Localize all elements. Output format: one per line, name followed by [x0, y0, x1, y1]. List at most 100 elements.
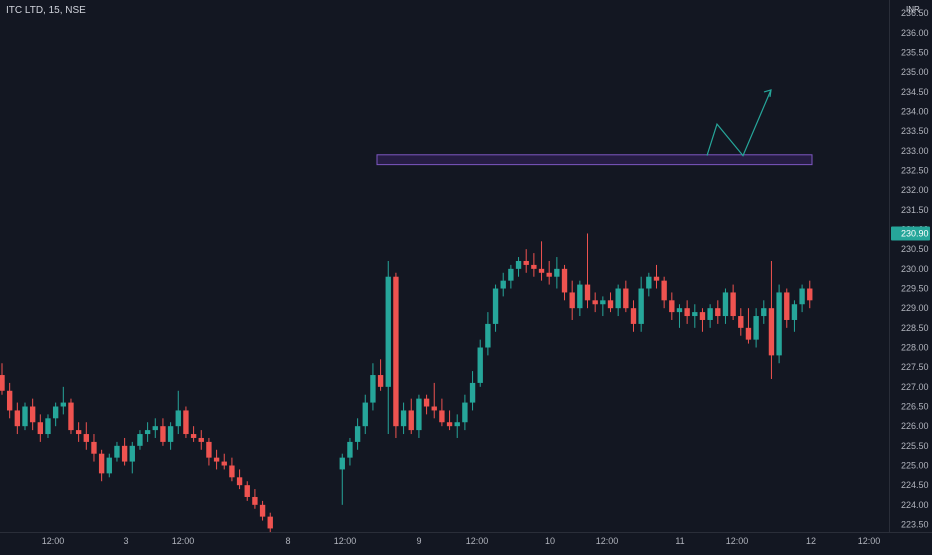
candle-body: [722, 292, 729, 317]
candle: [431, 382, 437, 419]
candle: [114, 441, 120, 462]
candle-body: [492, 288, 499, 324]
candle: [423, 394, 430, 415]
candle-body: [137, 434, 143, 446]
candle: [454, 414, 460, 438]
candle-body: [229, 465, 235, 478]
candle-body: [60, 402, 66, 407]
candle-body: [661, 280, 667, 301]
candle: [546, 260, 552, 285]
candle-body: [623, 288, 629, 309]
resistance-zone[interactable]: [376, 154, 813, 166]
candle: [638, 276, 644, 332]
candle-body: [515, 260, 522, 269]
candle-body: [454, 422, 460, 427]
candle: [538, 241, 545, 281]
candle: [400, 402, 407, 435]
candle: [377, 359, 384, 391]
candle: [738, 308, 744, 336]
candle: [600, 296, 606, 317]
candle: [469, 371, 476, 411]
candle-body: [37, 422, 44, 435]
candle: [584, 233, 591, 309]
candle-body: [477, 347, 483, 383]
price-tick-label: 227.00: [901, 382, 929, 392]
candle: [229, 457, 235, 482]
candle-body: [22, 406, 28, 427]
candle-body: [339, 457, 345, 470]
price-tick-label: 230.00: [901, 264, 929, 274]
candle: [60, 386, 66, 415]
candle-body: [469, 382, 476, 403]
candle-body: [6, 390, 13, 411]
candle: [515, 257, 522, 277]
candle: [485, 312, 491, 356]
time-axis[interactable]: 12:00 3 12:00 8 12:00 9 12:00 10 12:00 11 12:00 12 1…: [42, 536, 881, 546]
candle-body: [730, 292, 736, 317]
candle: [722, 288, 729, 324]
candle-body: [531, 264, 537, 269]
candle-body: [267, 516, 273, 529]
candle-body: [98, 453, 105, 474]
candle: [354, 418, 361, 450]
candle-body: [160, 426, 166, 442]
symbol-title[interactable]: ITC LTD, 15, NSE: [6, 5, 86, 16]
candle: [799, 284, 805, 313]
projection-path[interactable]: [706, 89, 772, 157]
price-tick-label: 233.00: [901, 146, 929, 156]
candle-body: [259, 504, 266, 517]
candle: [561, 264, 568, 301]
candle-body: [152, 426, 158, 431]
price-tick-label: 228.50: [901, 323, 929, 333]
candle-body: [653, 276, 660, 281]
candle-body: [167, 426, 174, 442]
candle-body: [190, 434, 197, 438]
candle-body: [106, 457, 112, 474]
time-tick-label: 3: [123, 536, 128, 546]
candle-body: [738, 316, 744, 328]
candle: [339, 453, 345, 505]
currency-label: INR: [906, 5, 920, 14]
price-tick-label: 229.50: [901, 284, 929, 294]
candle-body: [684, 308, 690, 317]
candle: [715, 300, 721, 324]
price-tick-label: 230.50: [901, 244, 929, 254]
candle: [692, 304, 698, 328]
candle-body: [753, 316, 759, 340]
candle: [167, 422, 174, 450]
candle: [523, 249, 529, 273]
candle-body: [175, 410, 181, 427]
price-tick-label: 224.00: [901, 500, 929, 510]
candle: [477, 339, 483, 387]
candle: [98, 449, 105, 482]
candle-body: [347, 441, 353, 458]
candle: [52, 402, 59, 427]
candle: [730, 284, 736, 320]
price-axis[interactable]: 223.50 224.00 224.50 225.00 225.50 226.00 226.…: [901, 8, 929, 529]
candle-body: [385, 276, 391, 387]
candle: [607, 292, 614, 313]
candle-body: [68, 402, 74, 431]
candle-body: [45, 418, 51, 435]
candle: [707, 304, 713, 328]
candle-body: [183, 410, 189, 435]
candle: [385, 260, 391, 435]
time-tick-label: 12:00: [466, 536, 489, 546]
candle: [175, 390, 181, 435]
candle: [439, 398, 445, 427]
candle: [29, 398, 36, 431]
candle-body: [768, 308, 775, 356]
candle-body: [221, 461, 227, 466]
price-tick-label: 228.00: [901, 343, 929, 353]
candle: [761, 300, 767, 324]
candle-body: [600, 300, 606, 305]
price-tick-label: 225.00: [901, 461, 929, 471]
candle-body: [83, 434, 89, 442]
candle: [370, 363, 376, 411]
candle-body: [761, 308, 767, 317]
price-tick-label: 231.50: [901, 205, 929, 215]
time-tick-label: 8: [285, 536, 290, 546]
candle-body: [416, 398, 422, 431]
